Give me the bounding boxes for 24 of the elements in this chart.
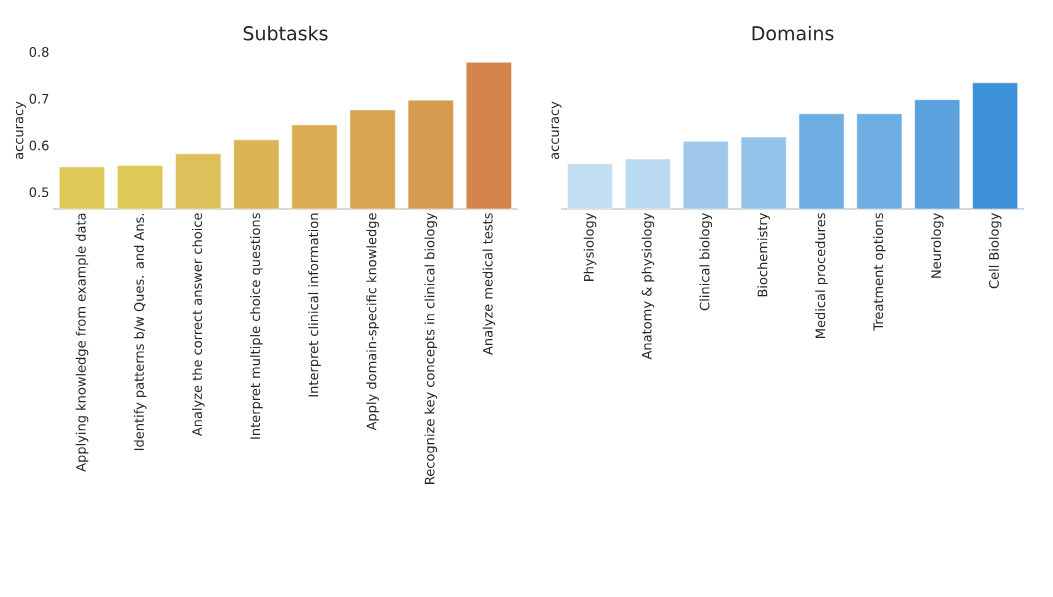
x-tick-label: Interpret multiple choice questions <box>250 213 263 439</box>
x-tick-label: Recognize key concepts in clinical biology <box>424 212 438 484</box>
y-tick-label: 0.6 <box>29 140 49 151</box>
x-tick-label: Neurology <box>930 212 944 278</box>
x-tick-label: Identify patterns b/w Ques. and Ans. <box>133 213 147 451</box>
x-tick-label: Analyze the correct answer choice <box>191 213 205 437</box>
chart-title: Domains <box>752 25 834 41</box>
x-tick-label: Interpret clinical information <box>308 213 321 397</box>
x-tick-label: Physiology <box>583 212 597 281</box>
x-tick-label: Biochemistry <box>757 212 770 297</box>
x-tick-label: Medical procedures <box>815 213 828 338</box>
y-tick-label: 0.5 <box>29 187 49 198</box>
y-tick-label: 0.7 <box>29 93 49 104</box>
x-tick-label: Applying knowledge from example data <box>75 213 89 472</box>
y-axis-title: accuracy <box>551 101 562 160</box>
x-tick-label: Clinical biology <box>699 212 713 311</box>
y-tick-label: 0.8 <box>29 47 49 57</box>
x-tick-label: Anatomy & physiology <box>641 212 655 360</box>
y-axis-title: accuracy <box>15 101 26 160</box>
x-tick-label: Apply domain-specific knowledge <box>366 213 379 431</box>
x-tick-label: Treatment options <box>873 213 886 331</box>
x-tick-label: Analyze medical tests <box>482 213 496 355</box>
x-tick-label: Cell Biology <box>988 212 1002 289</box>
chart-title: Subtasks <box>243 25 328 41</box>
